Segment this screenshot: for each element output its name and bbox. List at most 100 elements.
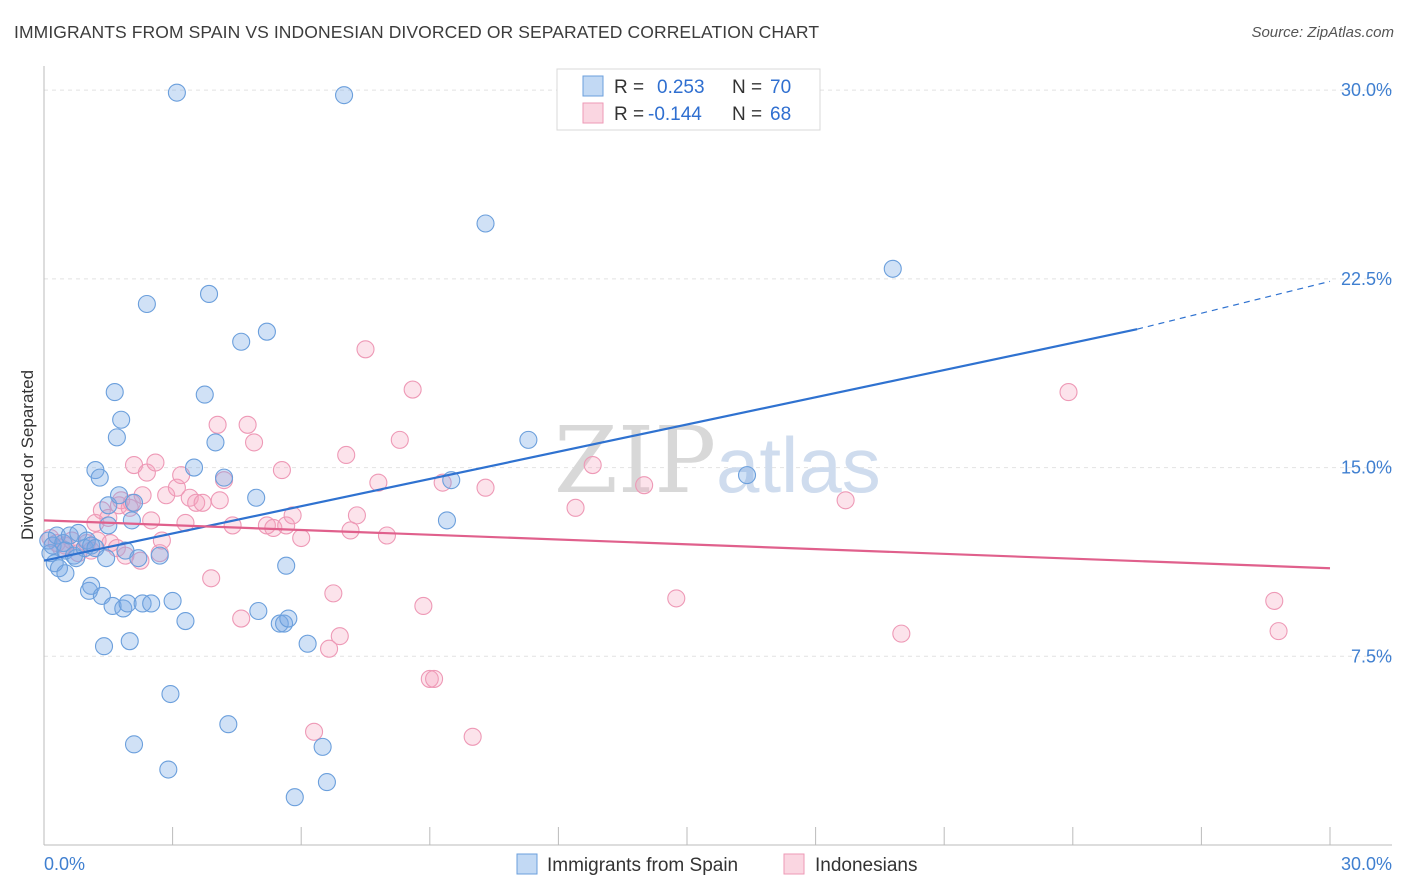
spain-point (206, 433, 225, 452)
spain-point (56, 564, 75, 583)
spain-point (214, 468, 234, 487)
indonesians-point (244, 433, 264, 452)
spain-point (105, 383, 124, 402)
source-label: Source: ZipAtlas.com (1251, 24, 1394, 41)
spain-point (199, 284, 219, 303)
indonesians-point (208, 415, 227, 434)
spain-point (257, 322, 276, 341)
indonesians-point (202, 569, 221, 588)
spain-point (137, 294, 156, 314)
spain-point (247, 488, 266, 507)
indonesians-point (337, 445, 356, 465)
y-tick-label: 7.5% (1351, 646, 1392, 666)
indonesians-point (193, 493, 212, 512)
indonesians-point (272, 461, 291, 480)
spain-point (167, 83, 186, 102)
indonesians-point (341, 521, 360, 540)
spain-point (159, 760, 178, 779)
spain-point (184, 458, 204, 477)
spain-point (142, 594, 161, 613)
spain-point (161, 684, 180, 704)
legend-r-label: R = (614, 77, 644, 98)
legend-label-indonesians: Indonesians (815, 855, 917, 876)
legend-r-value: -0.144 (648, 104, 702, 125)
indonesians-trend-line (43, 519, 1331, 570)
y-tick-label: 30.0% (1341, 80, 1392, 100)
indonesians-point (566, 498, 585, 517)
y-tick-label: 22.5% (1341, 269, 1392, 289)
spain-point (249, 601, 268, 621)
x-tick-label: 30.0% (1341, 854, 1392, 874)
spain-point (317, 773, 336, 792)
indonesians-point (238, 415, 257, 434)
legend-swatch-indonesians (783, 853, 805, 875)
indonesians-point (836, 491, 855, 510)
spain-point (122, 511, 141, 530)
spain-point (270, 614, 289, 633)
spain-point (97, 549, 116, 568)
indonesians-point (320, 639, 339, 658)
legend-swatch-indonesians (582, 102, 604, 124)
stats-legend: R = 0.253 N = 70 R = -0.144 N = 68 (556, 68, 821, 131)
indonesians-point (476, 478, 495, 497)
spain-point (90, 468, 109, 487)
spain-point (195, 385, 214, 404)
chart-title: IMMIGRANTS FROM SPAIN VS INDONESIAN DIVO… (14, 22, 820, 42)
indonesians-point (142, 511, 161, 530)
spain-point (279, 609, 298, 628)
spain-point (476, 214, 495, 233)
spain-point (232, 332, 251, 351)
legend-n-label: N = (732, 77, 762, 98)
y-tick-label: 15.0% (1341, 458, 1392, 478)
spain-point (124, 493, 144, 512)
spain-point (285, 788, 304, 807)
indonesians-point (146, 453, 165, 472)
spain-point (519, 430, 538, 449)
legend-r-label: R = (614, 104, 644, 125)
series-legend: Immigrants from Spain Indonesians (516, 853, 917, 876)
trend-lines (43, 280, 1331, 570)
spain-point (163, 591, 182, 610)
legend-r-value: 0.253 (657, 77, 705, 98)
indonesians-point (390, 430, 409, 449)
y-tick-labels: 7.5% 15.0% 22.5% 30.0% (1341, 80, 1392, 666)
spain-point (107, 428, 126, 447)
spain-point (437, 511, 456, 530)
spain-point (103, 596, 122, 616)
indonesians-point (187, 493, 206, 512)
spain-trend-extension (1136, 280, 1331, 330)
indonesians-point (369, 473, 388, 492)
indonesians-point (1265, 591, 1284, 610)
indonesians-point (305, 722, 324, 741)
spain-points (39, 83, 902, 807)
indonesians-point (403, 380, 422, 399)
indonesians-point (583, 455, 602, 475)
spain-point (277, 556, 296, 575)
spain-point (109, 486, 129, 505)
legend-n-label: N = (732, 104, 762, 125)
indonesians-point (425, 669, 444, 688)
indonesians-point (292, 528, 311, 548)
spain-trend-line (43, 328, 1138, 562)
x-tick-labels: 0.0% 30.0% (44, 854, 1392, 874)
legend-swatch-spain (582, 75, 604, 97)
spain-point (335, 86, 354, 105)
spain-point (129, 549, 148, 568)
indonesians-point (414, 596, 433, 616)
spain-point (124, 735, 144, 754)
indonesians-point (324, 584, 343, 603)
indonesians-point (635, 476, 654, 495)
x-tick-label: 0.0% (44, 854, 85, 874)
spain-point (120, 632, 139, 651)
spain-point (47, 526, 66, 545)
spain-point (737, 466, 757, 485)
legend-swatch-spain (516, 853, 538, 875)
spain-point (54, 534, 73, 553)
indonesians-point (356, 340, 375, 359)
indonesians-point (232, 609, 251, 628)
legend-label-spain: Immigrants from Spain (547, 855, 738, 876)
indonesians-point (377, 526, 396, 545)
spain-point (883, 259, 902, 278)
spain-point (118, 594, 137, 613)
